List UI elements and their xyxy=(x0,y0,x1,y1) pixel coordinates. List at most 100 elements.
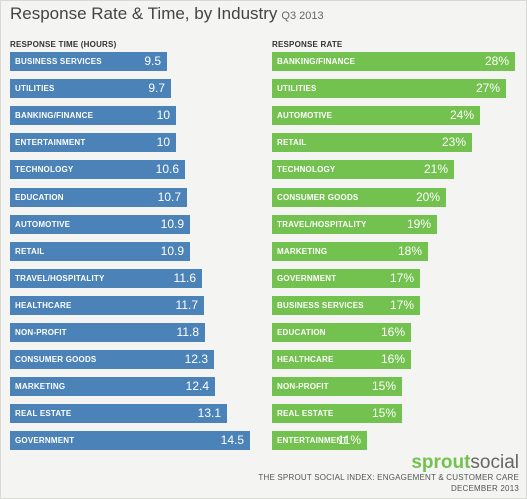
response-time-value-label: 11.7 xyxy=(175,298,198,312)
response-rate-category-label: TECHNOLOGY xyxy=(277,165,336,174)
response-time-bar xyxy=(10,377,215,396)
response-time-category-label: CONSUMER GOODS xyxy=(15,355,97,364)
response-time-category-label: AUTOMOTIVE xyxy=(15,220,71,229)
response-time-value-label: 11.6 xyxy=(173,271,196,285)
response-time-value-label: 9.5 xyxy=(144,54,161,68)
response-time-bar xyxy=(10,106,176,125)
response-rate-bar xyxy=(272,350,411,369)
response-rate-bar xyxy=(272,242,428,261)
response-rate-category-label: GOVERNMENT xyxy=(277,274,337,283)
response-time-value-label: 14.5 xyxy=(220,433,244,447)
response-rate-bar xyxy=(272,377,402,396)
response-time-value-label: 11.8 xyxy=(176,325,199,339)
response-time-value-label: 10 xyxy=(156,135,170,149)
response-rate-category-label: CONSUMER GOODS xyxy=(277,193,359,202)
response-time-bar xyxy=(10,431,250,450)
response-rate-value-label: 15% xyxy=(371,406,396,420)
response-rate-category-label: AUTOMOTIVE xyxy=(277,111,333,120)
response-time-category-label: EDUCATION xyxy=(15,193,64,202)
response-time-bar xyxy=(10,215,190,234)
response-rate-value-label: 19% xyxy=(406,217,431,231)
logo-part-2: social xyxy=(470,452,519,473)
response-rate-category-label: MARKETING xyxy=(277,247,328,256)
response-rate-category-label: TRAVEL/HOSPITALITY xyxy=(277,220,367,229)
response-rate-bar xyxy=(272,296,420,315)
response-rate-category-label: RETAIL xyxy=(277,138,307,147)
response-time-bar xyxy=(10,79,171,98)
response-time-bar xyxy=(10,350,214,369)
response-rate-value-label: 27% xyxy=(475,81,500,95)
response-time-bar xyxy=(10,188,187,207)
response-time-category-label: TECHNOLOGY xyxy=(15,165,74,174)
response-rate-bar xyxy=(272,431,367,450)
response-time-category-label: REAL ESTATE xyxy=(15,409,72,418)
response-rate-category-label: BANKING/FINANCE xyxy=(277,57,356,66)
response-rate-value-label: 11% xyxy=(337,433,361,447)
response-time-category-label: RETAIL xyxy=(15,247,45,256)
response-time-category-label: ENTERTAINMENT xyxy=(15,138,86,147)
response-time-bar xyxy=(10,242,190,261)
response-rate-bar xyxy=(272,404,402,423)
response-rate-category-label: NON-PROFIT xyxy=(277,382,329,391)
response-rate-value-label: 28% xyxy=(484,54,509,68)
response-rate-category-label: ENTERTAINMENT xyxy=(277,436,348,445)
response-rate-category-label: REAL ESTATE xyxy=(277,409,334,418)
response-time-category-label: TRAVEL/HOSPITALITY xyxy=(15,274,105,283)
response-rate-category-label: HEALTHCARE xyxy=(277,355,334,364)
response-rate-category-label: UTILITIES xyxy=(277,84,317,93)
response-time-category-label: NON-PROFIT xyxy=(15,328,67,337)
response-time-value-label: 10.9 xyxy=(160,244,184,258)
response-rate-value-label: 15% xyxy=(371,379,396,393)
response-rate-value-label: 17% xyxy=(389,298,414,312)
response-time-category-label: GOVERNMENT xyxy=(15,436,75,445)
response-time-value-label: 12.4 xyxy=(185,379,209,393)
response-time-category-label: HEALTHCARE xyxy=(15,301,72,310)
response-rate-category-label: EDUCATION xyxy=(277,328,326,337)
response-time-value-label: 10 xyxy=(156,108,170,122)
response-time-bar xyxy=(10,269,202,288)
response-rate-bar xyxy=(272,52,515,71)
response-rate-value-label: 16% xyxy=(380,352,405,366)
response-time-bar xyxy=(10,404,227,423)
response-rate-value-label: 23% xyxy=(441,135,466,149)
response-rate-bar xyxy=(272,79,506,98)
response-time-bar xyxy=(10,160,185,179)
response-time-bar xyxy=(10,323,205,342)
footer-source: THE SPROUT SOCIAL INDEX: ENGAGEMENT & CU… xyxy=(258,473,519,482)
response-rate-bar xyxy=(272,323,411,342)
response-time-category-label: MARKETING xyxy=(15,382,66,391)
logo-part-1: sprout xyxy=(411,452,471,473)
response-rate-value-label: 21% xyxy=(423,162,448,176)
sprout-social-logo: sproutsocial xyxy=(411,452,519,474)
response-rate-bar xyxy=(272,215,437,234)
response-rate-value-label: 17% xyxy=(389,271,414,285)
title-text: Response Rate & Time, by Industry xyxy=(10,4,278,23)
response-time-category-label: BANKING/FINANCE xyxy=(15,111,94,120)
response-time-bar xyxy=(10,133,176,152)
response-time-category-label: UTILITIES xyxy=(15,84,55,93)
response-time-value-label: 10.7 xyxy=(157,190,181,204)
chart-title: Response Rate & Time, by Industry Q3 2013 xyxy=(10,4,324,24)
subtitle-text: Q3 2013 xyxy=(281,10,324,22)
response-time-value-label: 10.6 xyxy=(155,162,179,176)
response-rate-value-label: 24% xyxy=(449,108,474,122)
response-rate-value-label: 16% xyxy=(380,325,405,339)
response-time-bar xyxy=(10,296,204,315)
response-time-value-label: 12.3 xyxy=(184,352,208,366)
response-time-category-label: BUSINESS SERVICES xyxy=(15,57,102,66)
response-rate-bar xyxy=(272,133,472,152)
response-rate-bar xyxy=(272,160,454,179)
response-rate-bar xyxy=(272,269,420,288)
response-rate-header: RESPONSE RATE xyxy=(272,40,343,49)
response-rate-bar xyxy=(272,188,446,207)
response-time-header: RESPONSE TIME (HOURS) xyxy=(10,40,117,49)
response-time-value-label: 10.9 xyxy=(160,217,184,231)
response-rate-category-label: BUSINESS SERVICES xyxy=(277,301,364,310)
response-rate-bar xyxy=(272,106,480,125)
response-time-value-label: 13.1 xyxy=(197,406,221,420)
response-time-bar xyxy=(10,52,167,71)
footer-date: DECEMBER 2013 xyxy=(451,484,519,493)
response-rate-value-label: 18% xyxy=(397,244,422,258)
